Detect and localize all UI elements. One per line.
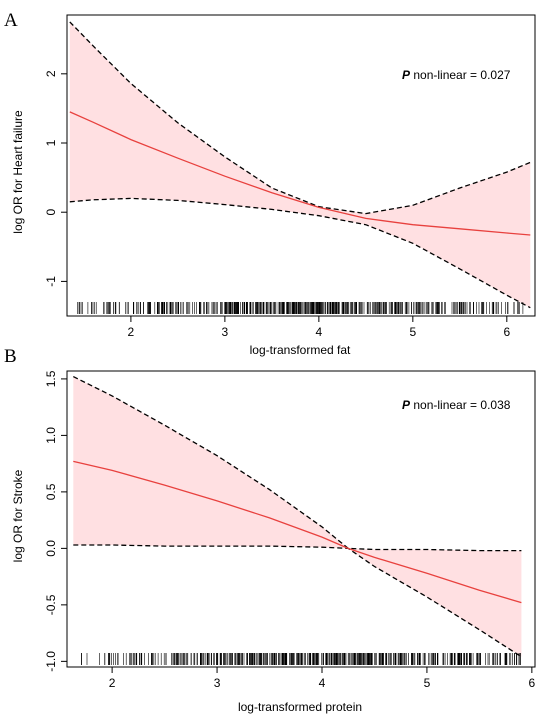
x-tick-label: 6 [529, 676, 536, 690]
y-tick-label: -1.0 [44, 651, 58, 672]
x-tick-label: 5 [409, 325, 416, 339]
plot-frame [66, 370, 536, 668]
y-tick-label: 2 [44, 70, 58, 77]
fit-line [73, 460, 522, 604]
x-tick-label: 3 [222, 325, 229, 339]
upper-ci-line [73, 376, 522, 552]
rug [81, 653, 522, 665]
y-tick-label: 1.0 [44, 427, 58, 444]
panel-label-a: A [4, 10, 18, 31]
annotation-b: P non-linear = 0.038 [402, 398, 511, 412]
x-tick-label: 2 [128, 325, 135, 339]
x-axis-title-b: log-transformed protein [238, 700, 362, 714]
y-tick-label: 1.5 [44, 370, 58, 387]
x-tick-label: 3 [214, 676, 221, 690]
x-tick-label: 6 [503, 325, 510, 339]
fit-line [69, 111, 531, 236]
y-axis-title-a: log OR for Heart failure [11, 110, 25, 234]
y-tick-label: -0.5 [44, 594, 58, 615]
panel-label-b: B [4, 346, 17, 367]
y-tick-label: 0.5 [44, 483, 58, 500]
upper-ci-line [69, 21, 531, 215]
lower-ci-line [69, 197, 531, 309]
confidence-band [73, 376, 522, 657]
y-tick-label: 1 [44, 139, 58, 146]
panel-b: B 2 3 4 5 6 -1.0 -0.5 0.0 0.5 1.0 1.5 log-transfor… [4, 346, 536, 714]
annotation-text-a: non-linear = 0.027 [410, 68, 511, 82]
annotation-a: P non-linear = 0.027 [402, 68, 511, 82]
x-tick-label: 2 [109, 676, 116, 690]
annotation-text-b: non-linear = 0.038 [410, 398, 511, 412]
x-axis-title-a: log-transformed fat [250, 343, 351, 357]
y-axis-title-b: log OR for Stroke [11, 469, 25, 562]
x-tick-label: 5 [424, 676, 431, 690]
plot-area-b: 2 3 4 5 6 -1.0 -0.5 0.0 0.5 1.0 1.5 [44, 370, 536, 690]
y-tick-label: 0 [44, 209, 58, 216]
rug [77, 302, 524, 314]
plot-frame [66, 14, 536, 317]
y-tick-label: 0.0 [44, 540, 58, 557]
annotation-p-a: P [402, 68, 411, 82]
x-tick-label: 4 [319, 676, 326, 690]
annotation-p-b: P [402, 398, 411, 412]
y-tick-label: -1 [44, 276, 58, 287]
plot-area-a: 2 3 4 5 6 -1 0 1 2 [44, 14, 536, 339]
panel-a: A 2 3 4 5 6 -1 0 1 2 log-transformed fat log OR … [4, 10, 536, 357]
confidence-band [69, 21, 531, 308]
x-tick-label: 4 [316, 325, 323, 339]
lower-ci-line [73, 544, 522, 658]
